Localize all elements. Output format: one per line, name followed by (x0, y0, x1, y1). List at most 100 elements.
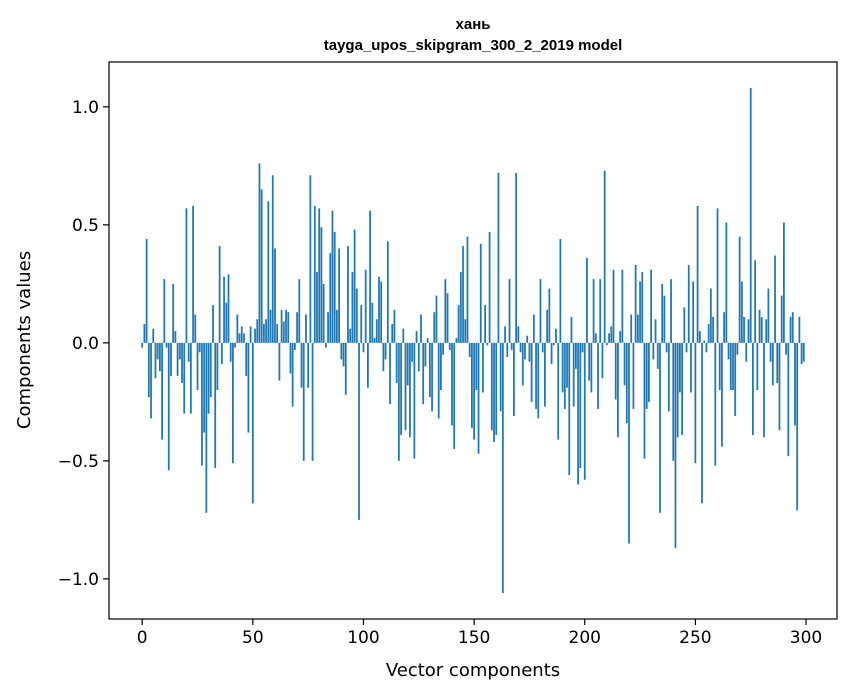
bar (181, 342, 183, 383)
bar (530, 342, 533, 402)
bar (508, 279, 511, 343)
bar (455, 338, 458, 343)
bar (271, 175, 274, 343)
bar (599, 279, 602, 343)
bar (417, 342, 420, 372)
bar (201, 342, 203, 466)
bar (796, 342, 799, 511)
bar (285, 309, 287, 343)
bar (488, 231, 491, 343)
x-tick-label: 200 (569, 628, 601, 648)
bar (537, 342, 540, 419)
bar (734, 342, 737, 417)
bar (760, 316, 763, 343)
x-axis: 0 50 100 150 200 250 300 (137, 619, 822, 648)
bar (714, 342, 717, 466)
bar (800, 342, 803, 365)
bar (437, 342, 440, 419)
bar (510, 342, 513, 350)
bar (721, 342, 723, 447)
bar (156, 342, 159, 360)
bar (570, 316, 573, 343)
bar (515, 172, 518, 343)
bar (298, 279, 301, 343)
bar (223, 276, 225, 343)
bar (212, 305, 214, 343)
bar (205, 342, 208, 513)
bar (747, 319, 750, 343)
bar (267, 201, 270, 343)
bar (218, 246, 221, 343)
bar (209, 342, 212, 398)
bar (723, 312, 726, 343)
bar (473, 342, 475, 440)
bar (749, 87, 752, 343)
bar (566, 342, 568, 388)
bar (397, 342, 400, 461)
bar (402, 328, 405, 343)
bar (557, 342, 560, 440)
bar (371, 302, 374, 343)
bar (375, 319, 378, 343)
bar (442, 342, 445, 355)
bar (426, 338, 429, 343)
bar (581, 342, 584, 353)
bar (548, 288, 551, 343)
bar (227, 274, 230, 343)
bar (763, 342, 765, 438)
bar (632, 342, 635, 409)
bar (621, 269, 624, 343)
bar (338, 248, 341, 343)
bar (692, 281, 695, 343)
bar (141, 342, 144, 348)
bar (603, 170, 606, 343)
bar (247, 342, 250, 433)
bar (608, 333, 610, 343)
bar (415, 331, 418, 343)
bar (249, 326, 252, 343)
bar (495, 342, 498, 435)
bar (561, 342, 564, 393)
bar (322, 283, 325, 343)
bar (712, 316, 714, 343)
bar (579, 342, 582, 468)
bar (752, 342, 754, 435)
bar (189, 342, 192, 414)
bar (625, 342, 628, 424)
bar (559, 239, 562, 343)
bar (780, 295, 783, 343)
bar (756, 342, 759, 391)
bar (406, 342, 409, 386)
bar (484, 305, 487, 343)
bar (794, 342, 796, 426)
bar (477, 342, 480, 454)
bar (307, 342, 310, 388)
bar (291, 342, 294, 407)
bar (725, 222, 728, 343)
bar (506, 342, 509, 358)
bar (683, 307, 686, 343)
bar (265, 319, 267, 343)
bar (745, 342, 748, 362)
bar (583, 342, 586, 480)
bar (220, 342, 223, 365)
bar (743, 316, 745, 343)
bar (736, 342, 739, 355)
bar (440, 342, 442, 391)
bar (468, 342, 471, 358)
bar (709, 288, 712, 343)
bar (791, 312, 794, 343)
plot-frame (108, 61, 838, 620)
bar (196, 342, 199, 391)
bar (260, 189, 263, 343)
bar (342, 342, 345, 367)
bar (679, 342, 681, 393)
bar (667, 342, 670, 412)
bar (327, 312, 329, 343)
bar (287, 312, 290, 343)
bar (681, 342, 683, 435)
bar (254, 328, 256, 343)
bar (154, 342, 157, 379)
bar (393, 309, 396, 343)
bar (663, 295, 666, 343)
